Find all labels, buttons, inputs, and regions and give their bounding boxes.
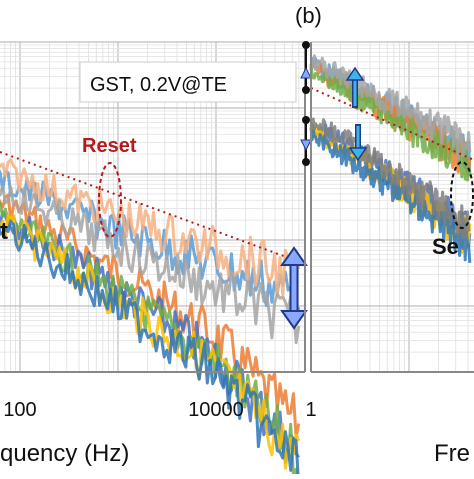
panel-a-tick-label-100: 100 — [3, 399, 36, 421]
down-arrow-icon — [348, 124, 368, 162]
level-markers — [300, 41, 312, 166]
panel-a-x-axis-label: quency (Hz) — [0, 440, 129, 467]
panel-a-series-5 — [0, 158, 301, 297]
panel-b-gridlines — [310, 41, 474, 372]
panel-b-x-axis-label: Fre — [434, 440, 470, 467]
panel-b-series-3 — [309, 54, 472, 161]
panel-b-series-7 — [309, 117, 471, 241]
panel-a-series-4 — [0, 169, 301, 320]
legend-box-text: GST, 0.2V@TE — [90, 74, 227, 96]
up-arrow-icon — [345, 66, 365, 108]
panel-a-series-7 — [0, 220, 300, 479]
panel-a: Reset t GST, 0.2V@TE 100 10000 quency (H… — [0, 41, 308, 479]
panel-b: (b) Se 1 Fre — [295, 3, 474, 467]
set-ellipse — [450, 161, 474, 229]
set-annotation-b: Se — [432, 234, 459, 259]
set-annotation-fragment: t — [0, 218, 8, 245]
panel-b-series — [309, 54, 472, 264]
double-arrow-icon — [280, 246, 308, 330]
panel-b-tick-label-1: 1 — [305, 399, 316, 421]
reset-annotation: Reset — [82, 135, 137, 157]
legend-box: GST, 0.2V@TE — [79, 61, 297, 103]
panel-a-tick-label-10000: 10000 — [188, 399, 244, 421]
panel-b-label: (b) — [295, 3, 322, 28]
panel-a-series — [0, 158, 301, 479]
reset-ellipse — [98, 162, 122, 238]
panel-a-series-6 — [0, 184, 301, 345]
